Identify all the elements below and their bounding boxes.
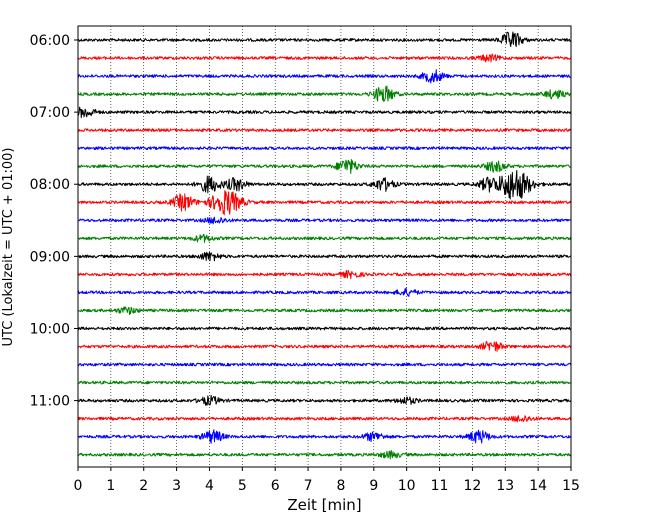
y-tick-label: 07:00 <box>30 105 70 121</box>
seismogram-trace <box>77 128 572 133</box>
x-tick-label: 2 <box>139 478 148 494</box>
x-tick-label: 4 <box>205 478 214 494</box>
seismogram-trace <box>77 362 572 367</box>
seismogram-trace <box>77 106 572 119</box>
x-axis-label: Zeit [min] <box>287 496 361 514</box>
seismogram-trace <box>77 415 572 423</box>
y-axis-label: UTC (Lokalzeit = UTC + 01:00) <box>1 148 16 347</box>
seismogram-trace <box>77 326 572 331</box>
seismogram-trace <box>77 429 572 444</box>
x-tick-label: 12 <box>463 478 481 494</box>
seismogram-trace <box>77 69 572 84</box>
x-tick-label: 6 <box>271 478 280 494</box>
seismogram-trace <box>77 341 572 352</box>
x-axis-ticks: 0 1 2 3 4 5 6 7 8 9 10 11 12 13 14 15 <box>74 467 580 494</box>
seismogram-trace <box>77 85 572 102</box>
seismogram-trace <box>77 190 572 216</box>
y-tick-label: 06:00 <box>30 33 70 49</box>
x-tick-label: 7 <box>304 478 313 494</box>
x-tick-label: 11 <box>431 478 449 494</box>
y-tick-label: 09:00 <box>30 249 70 265</box>
x-tick-label: 14 <box>529 478 547 494</box>
seismogram-trace <box>77 306 572 316</box>
y-tick-label: 10:00 <box>30 321 70 337</box>
seismogram-trace <box>77 394 572 406</box>
x-tick-label: 8 <box>336 478 345 494</box>
seismogram-trace <box>77 146 572 151</box>
seismogram-trace <box>77 216 572 225</box>
seismogram-trace <box>77 169 572 200</box>
x-tick-label: 0 <box>74 478 83 494</box>
x-tick-label: 10 <box>398 478 416 494</box>
x-tick-label: 5 <box>238 478 247 494</box>
x-tick-label: 13 <box>496 478 514 494</box>
x-tick-label: 15 <box>562 478 580 494</box>
x-tick-label: 3 <box>172 478 181 494</box>
seismogram-trace <box>77 269 572 280</box>
y-tick-label: 08:00 <box>30 177 70 193</box>
seismogram-trace <box>77 287 572 297</box>
seismogram-trace <box>77 251 572 262</box>
seismogram-traces <box>77 31 572 460</box>
seismogram-trace <box>77 380 572 385</box>
plot-frame <box>77 25 572 468</box>
seismogram-trace <box>77 449 572 460</box>
x-tick-label: 1 <box>106 478 115 494</box>
y-tick-label: 11:00 <box>30 394 70 410</box>
seismogram-trace <box>77 158 572 175</box>
y-axis-ticks: 06:00 07:00 08:00 09:00 10:00 11:00 <box>30 33 78 410</box>
x-tick-label: 9 <box>369 478 378 494</box>
seismogram-trace <box>77 31 572 48</box>
seismogram-trace <box>77 233 572 243</box>
seismogram-trace <box>77 53 572 63</box>
